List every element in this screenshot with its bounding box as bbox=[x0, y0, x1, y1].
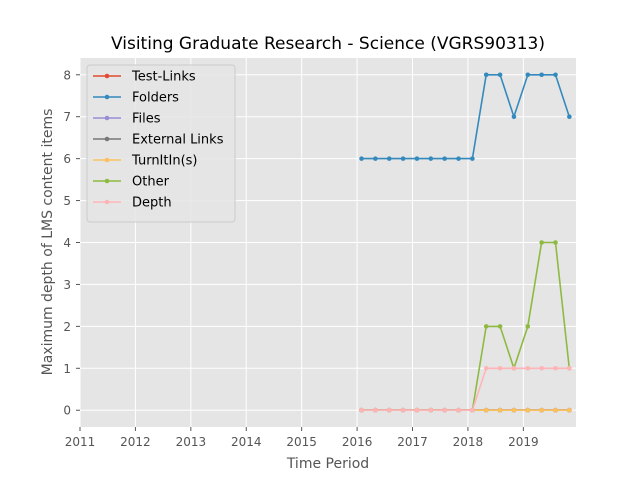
data-point bbox=[483, 324, 489, 329]
x-tick-label: 2015 bbox=[286, 435, 317, 449]
x-tick-label: 2017 bbox=[397, 435, 428, 449]
series-line bbox=[361, 74, 571, 160]
y-tick-label: 3 bbox=[63, 278, 71, 292]
data-point bbox=[456, 156, 461, 161]
data-point bbox=[470, 407, 475, 413]
chart-title: Visiting Graduate Research - Science (VG… bbox=[111, 34, 545, 54]
data-point bbox=[442, 407, 447, 413]
legend-swatch-marker bbox=[104, 94, 110, 100]
data-point bbox=[511, 407, 517, 413]
legend-swatch-marker bbox=[104, 199, 110, 205]
data-point bbox=[373, 407, 378, 413]
y-tick-label: 4 bbox=[63, 236, 71, 250]
data-point bbox=[567, 407, 572, 413]
legend-swatch-marker bbox=[104, 115, 110, 121]
legend-entry-label: Other bbox=[132, 175, 170, 190]
data-point bbox=[359, 407, 364, 413]
data-point bbox=[359, 156, 364, 161]
data-point bbox=[400, 156, 406, 161]
data-point bbox=[497, 407, 503, 413]
x-tick-label: 2018 bbox=[453, 435, 484, 449]
legend-box bbox=[86, 64, 236, 223]
data-point bbox=[525, 72, 531, 78]
x-tick-label: 2016 bbox=[342, 435, 373, 449]
data-point bbox=[483, 365, 489, 371]
legend-swatch-marker bbox=[104, 73, 110, 79]
data-point bbox=[539, 72, 544, 78]
series-line bbox=[361, 367, 570, 412]
x-tick-label: 2012 bbox=[120, 435, 151, 449]
y-axis-label: Maximum depth of LMS content items bbox=[40, 109, 56, 376]
data-point bbox=[539, 365, 544, 371]
data-point bbox=[497, 72, 503, 78]
legend-swatch-marker bbox=[104, 178, 110, 184]
y-tick-label: 7 bbox=[63, 110, 71, 124]
y-tick-label: 8 bbox=[63, 68, 71, 82]
data-point bbox=[373, 156, 378, 161]
data-point bbox=[553, 365, 558, 371]
data-point bbox=[442, 156, 447, 161]
x-tick-label: 2019 bbox=[508, 435, 539, 449]
y-tick-label: 1 bbox=[63, 362, 71, 376]
data-point bbox=[497, 365, 503, 371]
x-axis-label: Time Period bbox=[286, 456, 369, 472]
data-point bbox=[414, 156, 420, 161]
data-point bbox=[553, 72, 558, 78]
data-point bbox=[511, 365, 517, 371]
legend-swatch-marker bbox=[104, 136, 110, 142]
y-tick-label: 6 bbox=[63, 152, 71, 166]
data-point bbox=[428, 156, 434, 161]
series-folders bbox=[359, 72, 572, 161]
data-point bbox=[483, 407, 489, 413]
data-point bbox=[553, 407, 558, 413]
data-point bbox=[386, 407, 392, 413]
data-point bbox=[525, 324, 531, 329]
axis-ticks: 0 1 2 3 4 5 6 7 8 2011 2012 2013 2014 2015 2016 2017 201… bbox=[63, 68, 538, 449]
legend-entry-label: Folders bbox=[132, 91, 179, 106]
data-point bbox=[553, 240, 558, 245]
x-tick-label: 2011 bbox=[65, 435, 96, 449]
data-point bbox=[539, 407, 544, 413]
y-tick-label: 0 bbox=[63, 404, 71, 418]
y-tick-label: 5 bbox=[63, 194, 71, 208]
data-point bbox=[539, 240, 544, 245]
series-depth bbox=[359, 365, 572, 413]
legend-entry-label: TurnItIn(s) bbox=[131, 154, 197, 169]
data-point bbox=[497, 324, 503, 329]
data-point bbox=[470, 156, 475, 161]
data-point bbox=[525, 365, 531, 371]
data-point bbox=[400, 407, 406, 413]
legend-entry-label: Files bbox=[132, 112, 161, 127]
data-point bbox=[456, 407, 461, 413]
legend-swatch-marker bbox=[104, 157, 110, 163]
x-tick-label: 2014 bbox=[231, 435, 262, 449]
data-point bbox=[567, 365, 572, 371]
data-point bbox=[511, 114, 517, 120]
legend-entry-label: Test-Links bbox=[131, 70, 196, 85]
data-point bbox=[414, 407, 420, 413]
y-tick-label: 2 bbox=[63, 320, 71, 334]
x-tick-label: 2013 bbox=[176, 435, 207, 449]
data-point bbox=[567, 114, 572, 120]
legend: Test-Links Folders Files External Links Turn… bbox=[86, 64, 236, 223]
data-point bbox=[483, 72, 489, 78]
data-point bbox=[386, 156, 392, 161]
legend-entry-label: External Links bbox=[132, 133, 224, 148]
series-lines bbox=[359, 72, 572, 413]
data-point bbox=[525, 407, 531, 413]
data-point bbox=[428, 407, 434, 413]
legend-entry-label: Depth bbox=[132, 196, 172, 211]
